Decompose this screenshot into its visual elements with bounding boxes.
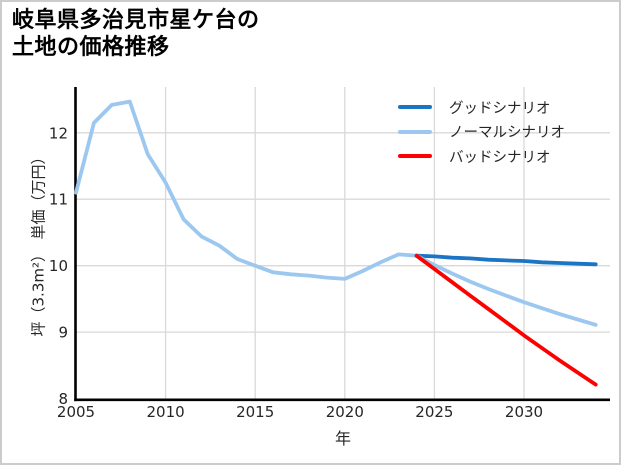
x-tick-label: 2005 xyxy=(57,403,95,421)
scenario-line-normal xyxy=(414,253,598,327)
y-axis-label: 坪（3.3m²） 単価（万円） xyxy=(29,149,48,337)
legend-label: バッドシナリオ xyxy=(449,149,551,166)
x-tick-label: 2020 xyxy=(326,403,364,421)
legend-item-normal-scenario: ノーマルシナリオ xyxy=(398,120,565,145)
legend-item-good-scenario: グッドシナリオ xyxy=(398,95,565,120)
y-tick-label: 10 xyxy=(49,257,68,275)
x-axis-label: 年 xyxy=(334,429,352,448)
y-tick-label: 12 xyxy=(49,124,68,142)
legend-line-normal-icon xyxy=(398,129,432,134)
y-tick-label: 8 xyxy=(58,390,68,408)
legend: グッドシナリオ ノーマルシナリオ バッドシナリオ xyxy=(398,95,565,169)
legend-item-bad-scenario: バッドシナリオ xyxy=(398,144,565,169)
legend-label: グッドシナリオ xyxy=(449,100,551,117)
scenario-line-bad xyxy=(414,253,598,387)
legend-label: ノーマルシナリオ xyxy=(449,125,565,142)
x-tick-label: 2010 xyxy=(147,403,185,421)
history-line xyxy=(74,99,419,281)
x-tick-label: 2030 xyxy=(505,403,543,421)
scenario-line-good xyxy=(414,253,598,267)
legend-line-good-icon xyxy=(398,105,432,110)
x-tick-label: 2015 xyxy=(236,403,274,421)
y-tick-label: 11 xyxy=(49,191,68,209)
y-tick-label: 9 xyxy=(58,324,68,342)
chart-title: 岐阜県多治見市星ケ台の 土地の価格推移 xyxy=(12,8,260,60)
x-tick-label: 2025 xyxy=(415,403,453,421)
legend-line-bad-icon xyxy=(398,154,432,159)
